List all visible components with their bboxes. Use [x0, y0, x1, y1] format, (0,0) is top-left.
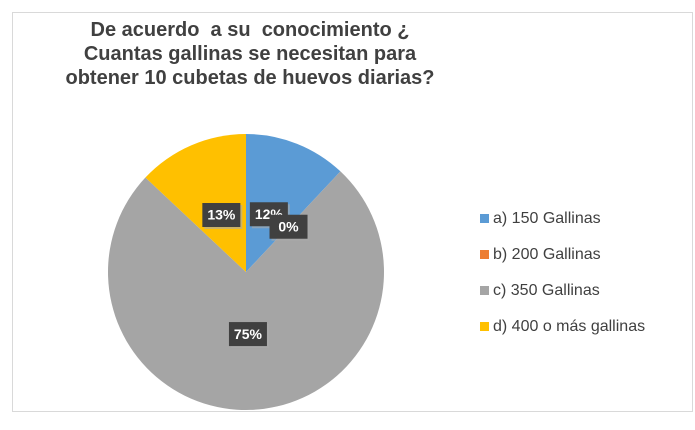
chart-frame	[12, 12, 693, 412]
pie-slice	[145, 134, 246, 272]
legend-label: a) 150 Gallinas	[493, 210, 601, 227]
legend-label: b) 200 Gallinas	[493, 246, 601, 263]
chart-title: De acuerdo a su conocimiento ¿ Cuantas g…	[65, 19, 435, 89]
legend-label: c) 350 Gallinas	[493, 282, 600, 299]
legend-swatch	[480, 214, 489, 223]
data-label: 13%	[207, 207, 236, 223]
legend-swatch	[480, 250, 489, 259]
legend-label: d) 400 o más gallinas	[493, 318, 645, 335]
legend-swatch	[480, 286, 489, 295]
label-box	[202, 203, 241, 228]
data-label: 75%	[234, 326, 263, 342]
label-box	[228, 322, 267, 347]
pie-slice	[108, 171, 384, 410]
legend-swatch	[480, 322, 489, 331]
label-box	[269, 214, 308, 239]
data-label: 0%	[278, 218, 299, 234]
